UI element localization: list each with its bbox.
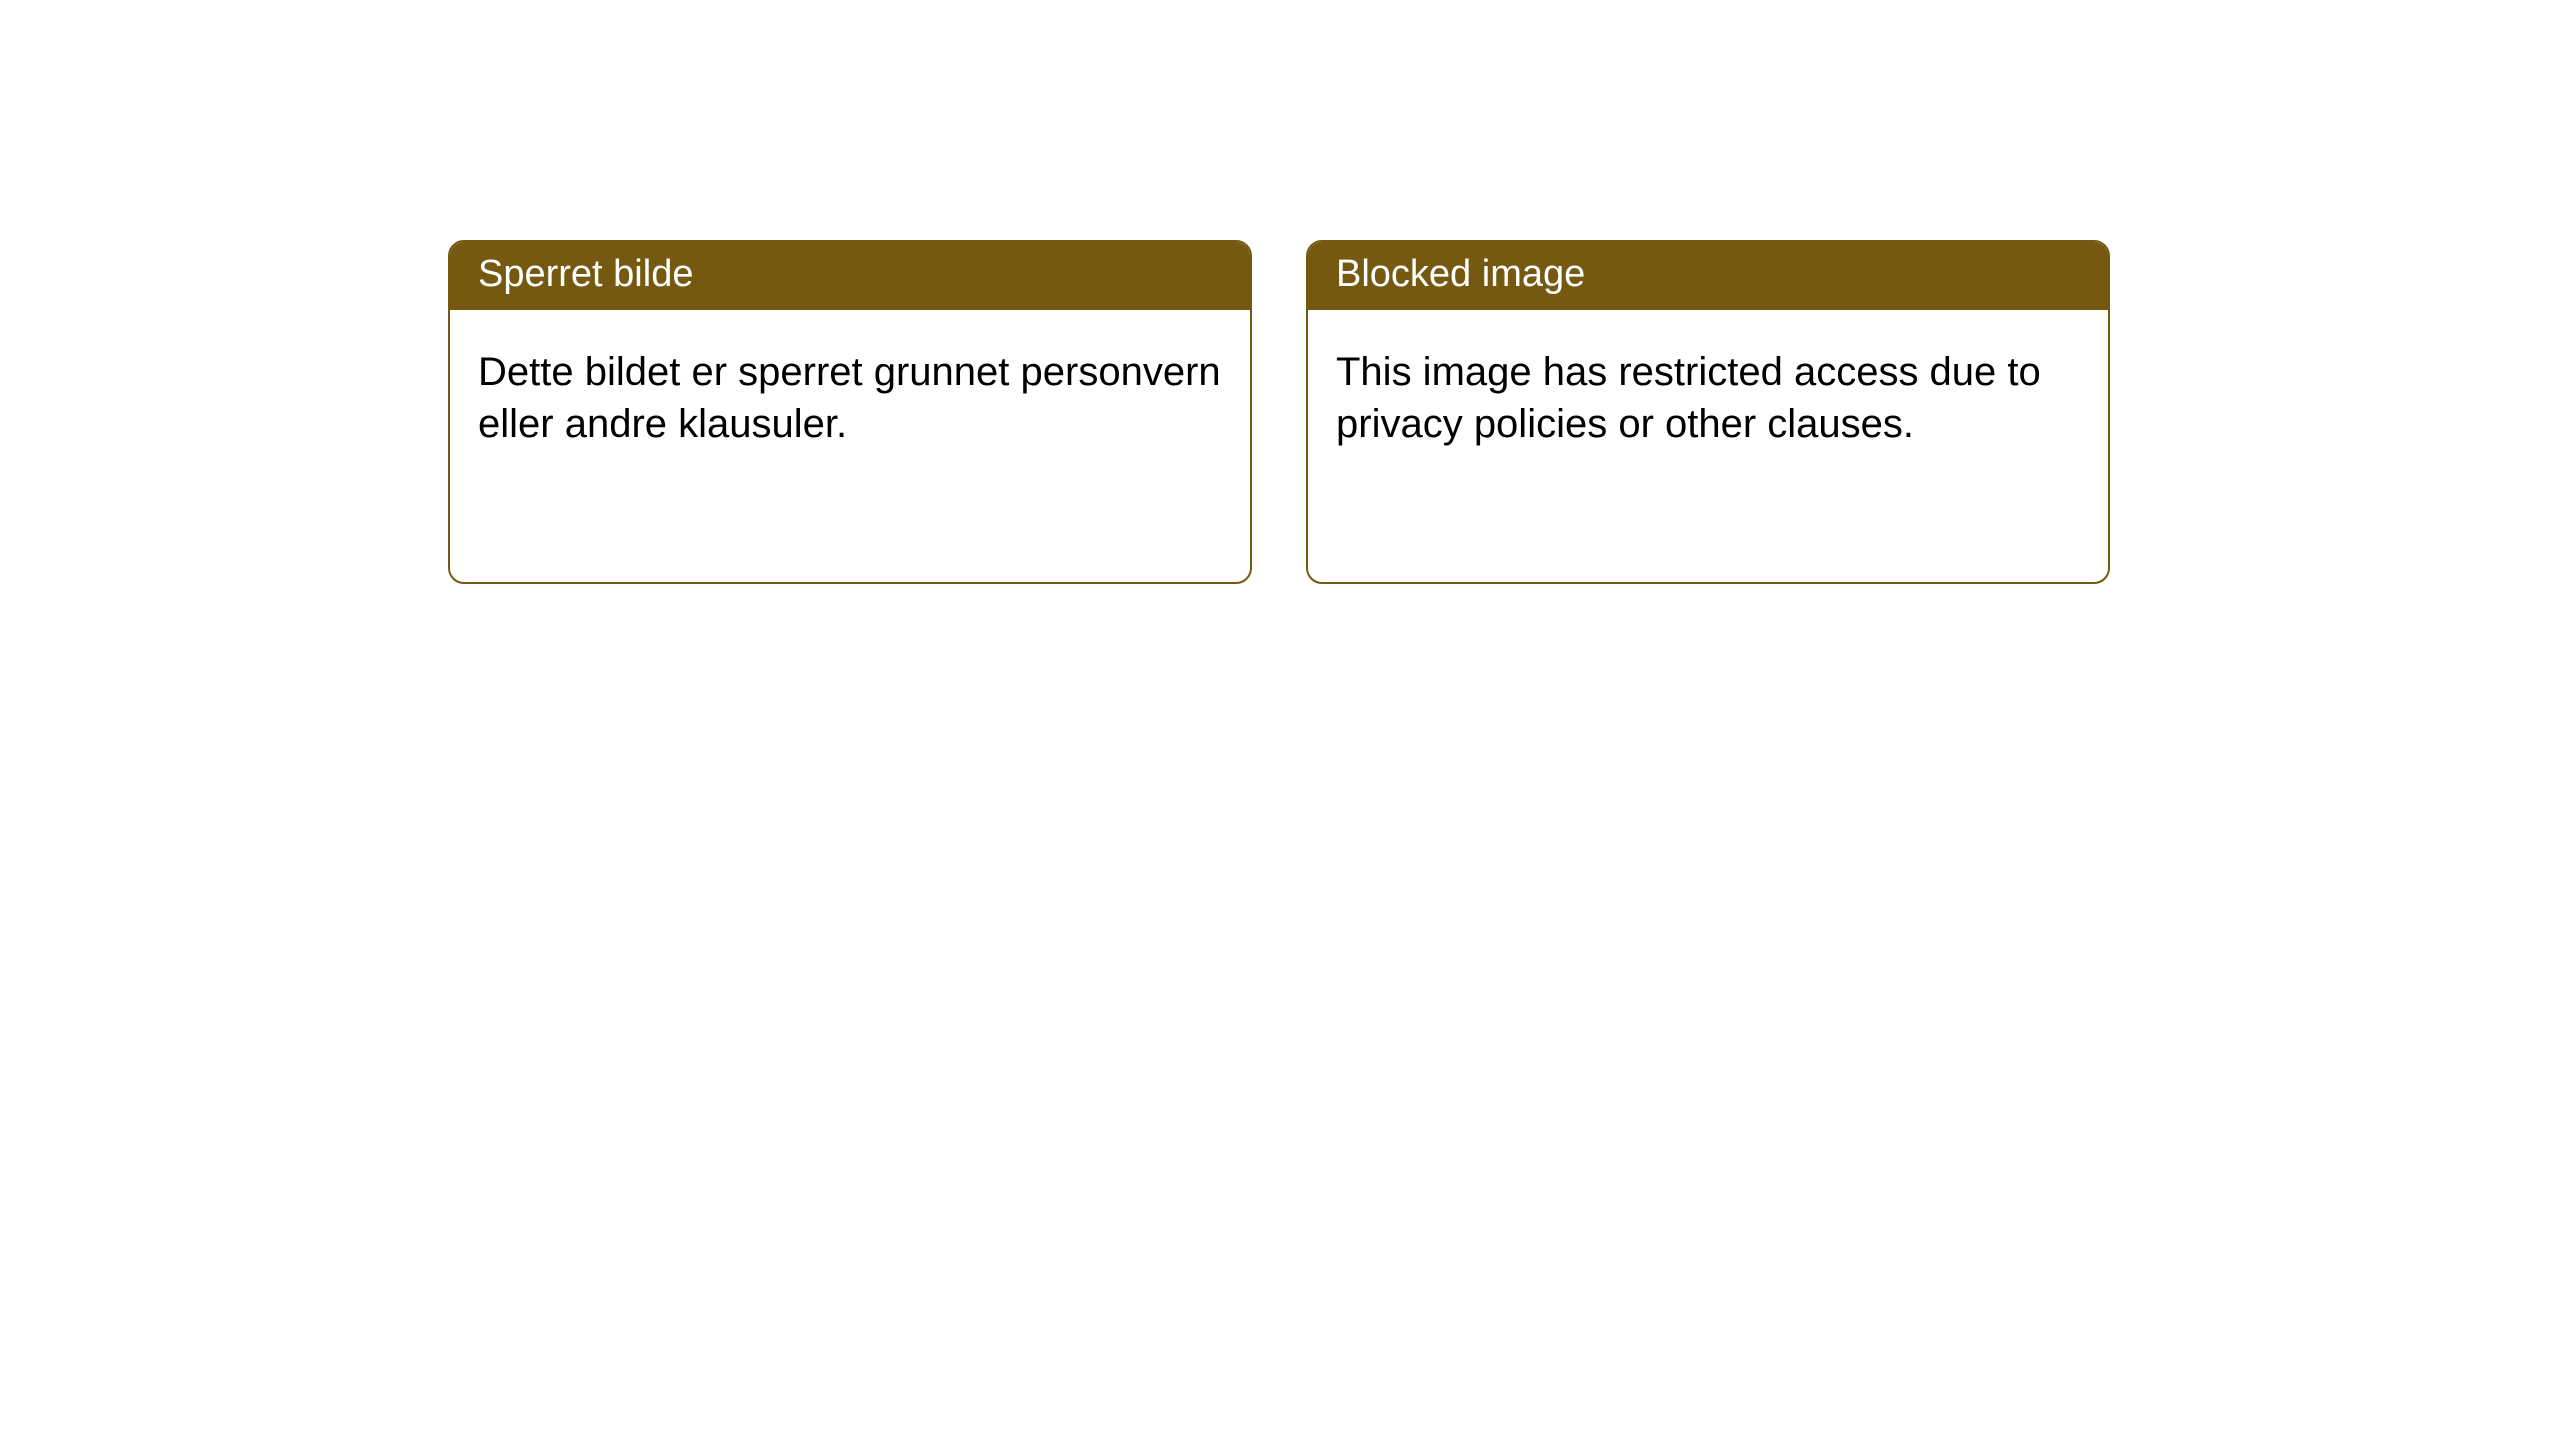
blocked-image-card-no: Sperret bilde Dette bildet er sperret gr… <box>448 240 1252 584</box>
card-header: Sperret bilde <box>450 242 1250 310</box>
notice-cards-container: Sperret bilde Dette bildet er sperret gr… <box>0 0 2560 584</box>
card-title: Sperret bilde <box>478 253 693 295</box>
card-body-text: This image has restricted access due to … <box>1336 350 2041 447</box>
blocked-image-card-en: Blocked image This image has restricted … <box>1306 240 2110 584</box>
card-body: This image has restricted access due to … <box>1308 310 2108 582</box>
card-body: Dette bildet er sperret grunnet personve… <box>450 310 1250 582</box>
card-title: Blocked image <box>1336 253 1585 295</box>
card-body-text: Dette bildet er sperret grunnet personve… <box>478 350 1221 447</box>
card-header: Blocked image <box>1308 242 2108 310</box>
